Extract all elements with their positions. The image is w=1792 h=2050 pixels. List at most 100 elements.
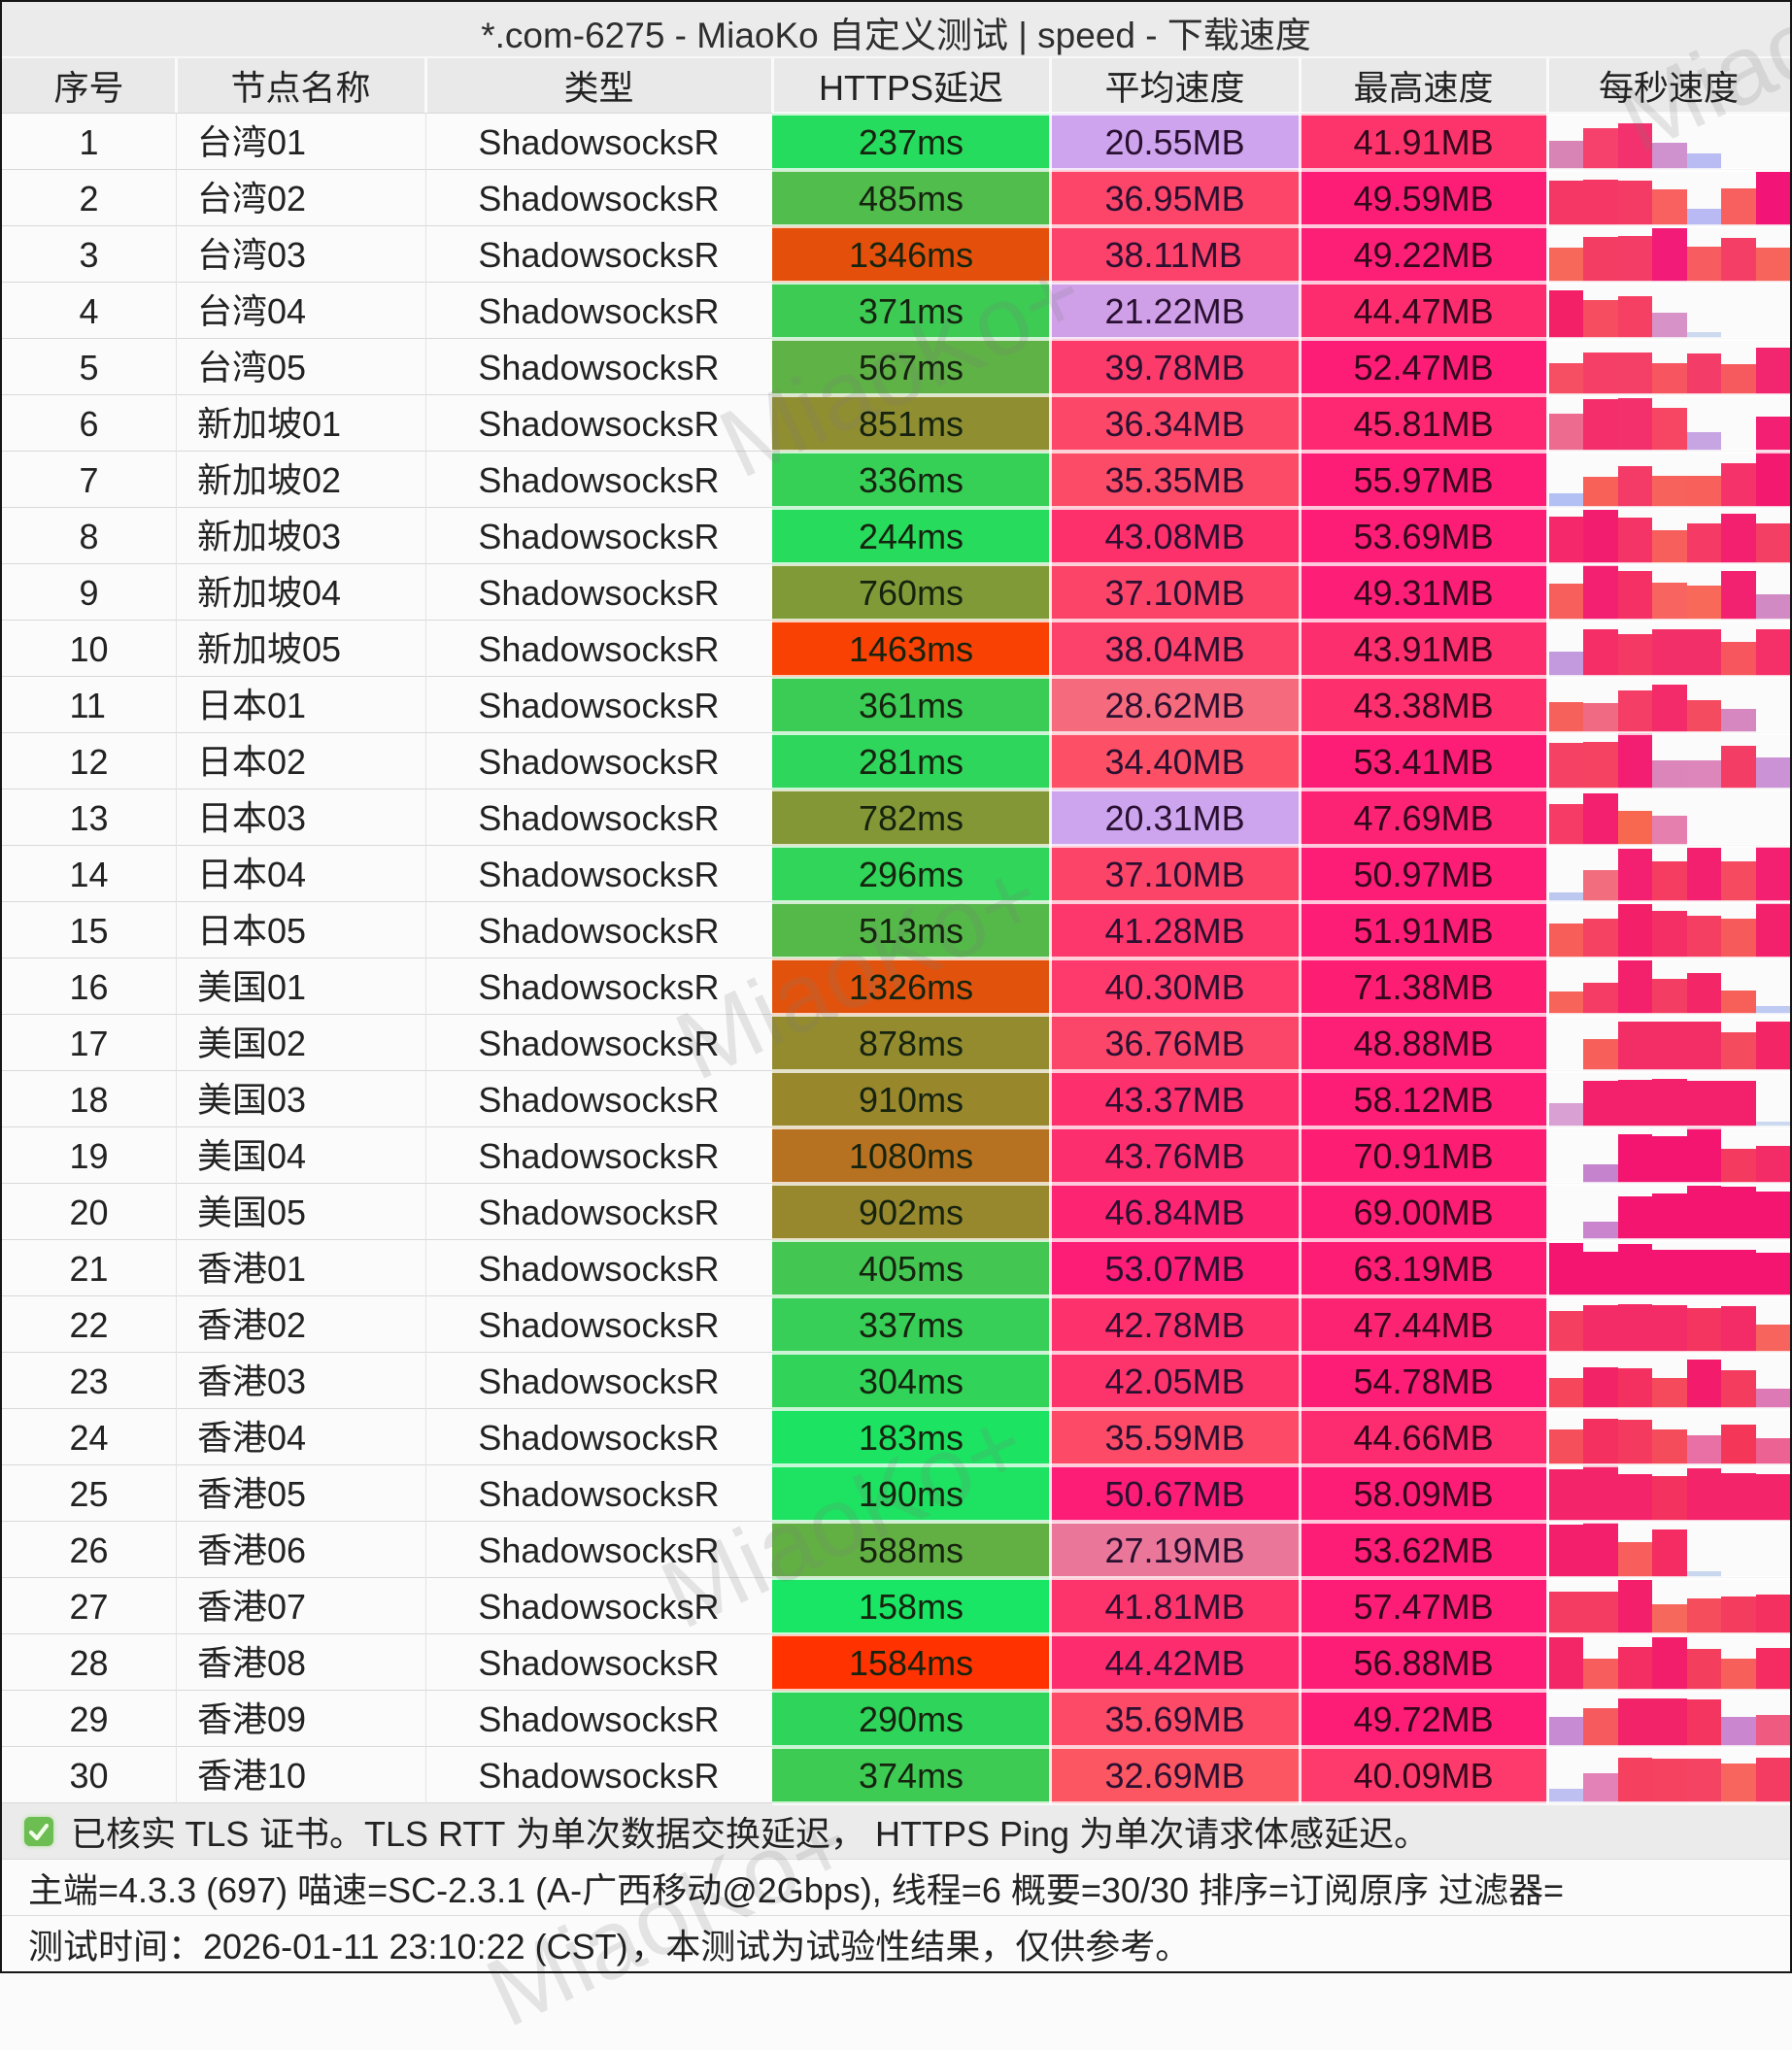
- svg-text:ShadowsocksR: ShadowsocksR: [478, 1418, 719, 1458]
- svg-text:01: 01: [302, 404, 341, 444]
- svg-text:01: 01: [267, 967, 306, 1007]
- svg-text:42.05MB: 42.05MB: [1105, 1361, 1245, 1401]
- svg-text:ShadowsocksR: ShadowsocksR: [478, 1080, 719, 1120]
- svg-text:ShadowsocksR: ShadowsocksR: [478, 1756, 719, 1796]
- svg-text:19: 19: [70, 1136, 109, 1176]
- svg-text:22: 22: [70, 1305, 109, 1345]
- svg-text:513ms: 513ms: [859, 911, 964, 951]
- svg-text:43.91MB: 43.91MB: [1354, 629, 1494, 669]
- svg-text:12: 12: [70, 742, 109, 782]
- svg-text:46.84MB: 46.84MB: [1105, 1193, 1245, 1232]
- svg-text:05: 05: [267, 911, 306, 951]
- svg-text:1: 1: [80, 122, 99, 162]
- svg-text:ShadowsocksR: ShadowsocksR: [478, 573, 719, 613]
- svg-text:760ms: 760ms: [859, 573, 964, 613]
- svg-text:485ms: 485ms: [859, 179, 964, 218]
- svg-text:782ms: 782ms: [859, 798, 964, 838]
- svg-text:851ms: 851ms: [859, 404, 964, 444]
- svg-text:20.55MB: 20.55MB: [1105, 122, 1245, 162]
- svg-text:05: 05: [267, 348, 306, 387]
- svg-text:41.91MB: 41.91MB: [1354, 122, 1494, 162]
- svg-text:ShadowsocksR: ShadowsocksR: [478, 742, 719, 782]
- svg-text:ShadowsocksR: ShadowsocksR: [478, 517, 719, 556]
- svg-text:03: 03: [302, 517, 341, 556]
- svg-text:35.69MB: 35.69MB: [1105, 1699, 1245, 1739]
- svg-text:ShadowsocksR: ShadowsocksR: [478, 1249, 719, 1289]
- svg-text:1080ms: 1080ms: [849, 1136, 973, 1176]
- svg-text:902ms: 902ms: [859, 1193, 964, 1232]
- svg-text:878ms: 878ms: [859, 1024, 964, 1063]
- svg-text:ShadowsocksR: ShadowsocksR: [478, 629, 719, 669]
- svg-text:58.09MB: 58.09MB: [1354, 1474, 1494, 1514]
- svg-text:23: 23: [70, 1361, 109, 1401]
- svg-text:21: 21: [70, 1249, 109, 1289]
- svg-text:43.38MB: 43.38MB: [1354, 686, 1494, 725]
- svg-text:567ms: 567ms: [859, 348, 964, 387]
- svg-text:ShadowsocksR: ShadowsocksR: [478, 404, 719, 444]
- svg-text:70.91MB: 70.91MB: [1354, 1136, 1494, 1176]
- svg-text:52.47MB: 52.47MB: [1354, 348, 1494, 387]
- svg-text:37.10MB: 37.10MB: [1105, 573, 1245, 613]
- svg-text:36.76MB: 36.76MB: [1105, 1024, 1245, 1063]
- svg-text:56.88MB: 56.88MB: [1354, 1643, 1494, 1683]
- svg-text:03: 03: [267, 798, 306, 838]
- svg-text:2026-01-11 23:10:22 (CST): 2026-01-11 23:10:22 (CST): [203, 1927, 628, 1966]
- svg-text:47.44MB: 47.44MB: [1354, 1305, 1494, 1345]
- svg-text:41.28MB: 41.28MB: [1105, 911, 1245, 951]
- svg-text:3: 3: [80, 235, 99, 275]
- svg-text:20.31MB: 20.31MB: [1105, 798, 1245, 838]
- svg-text:ShadowsocksR: ShadowsocksR: [478, 1193, 719, 1232]
- svg-text:ShadowsocksR: ShadowsocksR: [478, 1305, 719, 1345]
- svg-text:03: 03: [267, 1080, 306, 1120]
- svg-text:05: 05: [267, 1193, 306, 1232]
- svg-text:35.59MB: 35.59MB: [1105, 1418, 1245, 1458]
- svg-text:34.40MB: 34.40MB: [1105, 742, 1245, 782]
- svg-text:| speed -: | speed -: [1008, 16, 1167, 55]
- svg-text:*.com-6275 - MiaoKo: *.com-6275 - MiaoKo: [481, 16, 828, 55]
- svg-text:29: 29: [70, 1699, 109, 1739]
- svg-text:44.42MB: 44.42MB: [1105, 1643, 1245, 1683]
- svg-text:6: 6: [80, 404, 99, 444]
- svg-text:ShadowsocksR: ShadowsocksR: [478, 460, 719, 500]
- svg-text:=4.3.3 (697): =4.3.3 (697): [98, 1870, 297, 1910]
- svg-text:HTTPS Ping: HTTPS Ping: [865, 1814, 1079, 1854]
- svg-text:ShadowsocksR: ShadowsocksR: [478, 1699, 719, 1739]
- svg-text:44.66MB: 44.66MB: [1354, 1418, 1494, 1458]
- svg-text:02: 02: [302, 460, 341, 500]
- svg-text:244ms: 244ms: [859, 517, 964, 556]
- svg-text:27: 27: [70, 1587, 109, 1627]
- svg-text:53.62MB: 53.62MB: [1354, 1530, 1494, 1570]
- svg-text:03: 03: [267, 1361, 306, 1401]
- svg-text:07: 07: [267, 1587, 306, 1627]
- svg-text:11: 11: [70, 686, 106, 725]
- svg-text:=: =: [1268, 1870, 1289, 1910]
- svg-text:588ms: 588ms: [859, 1530, 964, 1570]
- svg-text:04: 04: [267, 855, 306, 894]
- svg-text:296ms: 296ms: [859, 855, 964, 894]
- svg-text:1346ms: 1346ms: [849, 235, 973, 275]
- svg-text:20: 20: [70, 1193, 109, 1232]
- svg-text:49.22MB: 49.22MB: [1354, 235, 1494, 275]
- svg-text:05: 05: [267, 1474, 306, 1514]
- svg-text:04: 04: [267, 1136, 306, 1176]
- svg-text:49.59MB: 49.59MB: [1354, 179, 1494, 218]
- svg-text:38.11MB: 38.11MB: [1105, 235, 1242, 275]
- svg-text:04: 04: [302, 573, 341, 613]
- svg-text:50.67MB: 50.67MB: [1105, 1474, 1245, 1514]
- svg-text:ShadowsocksR: ShadowsocksR: [478, 911, 719, 951]
- svg-text:21.22MB: 21.22MB: [1105, 291, 1245, 331]
- svg-text:=30/30: =30/30: [1081, 1870, 1199, 1910]
- svg-text:337ms: 337ms: [859, 1305, 964, 1345]
- svg-text:58.12MB: 58.12MB: [1354, 1080, 1494, 1120]
- svg-text:ShadowsocksR: ShadowsocksR: [478, 855, 719, 894]
- svg-text:53.07MB: 53.07MB: [1105, 1249, 1245, 1289]
- svg-text:43.37MB: 43.37MB: [1105, 1080, 1245, 1120]
- svg-text:TLS RTT: TLS RTT: [364, 1814, 515, 1854]
- svg-text:15: 15: [70, 911, 109, 951]
- svg-text:=: =: [1543, 1870, 1564, 1910]
- svg-text:10: 10: [70, 629, 109, 669]
- svg-text:9: 9: [80, 573, 99, 613]
- svg-text:43.76MB: 43.76MB: [1105, 1136, 1245, 1176]
- svg-text:237ms: 237ms: [859, 122, 964, 162]
- svg-text:ShadowsocksR: ShadowsocksR: [478, 235, 719, 275]
